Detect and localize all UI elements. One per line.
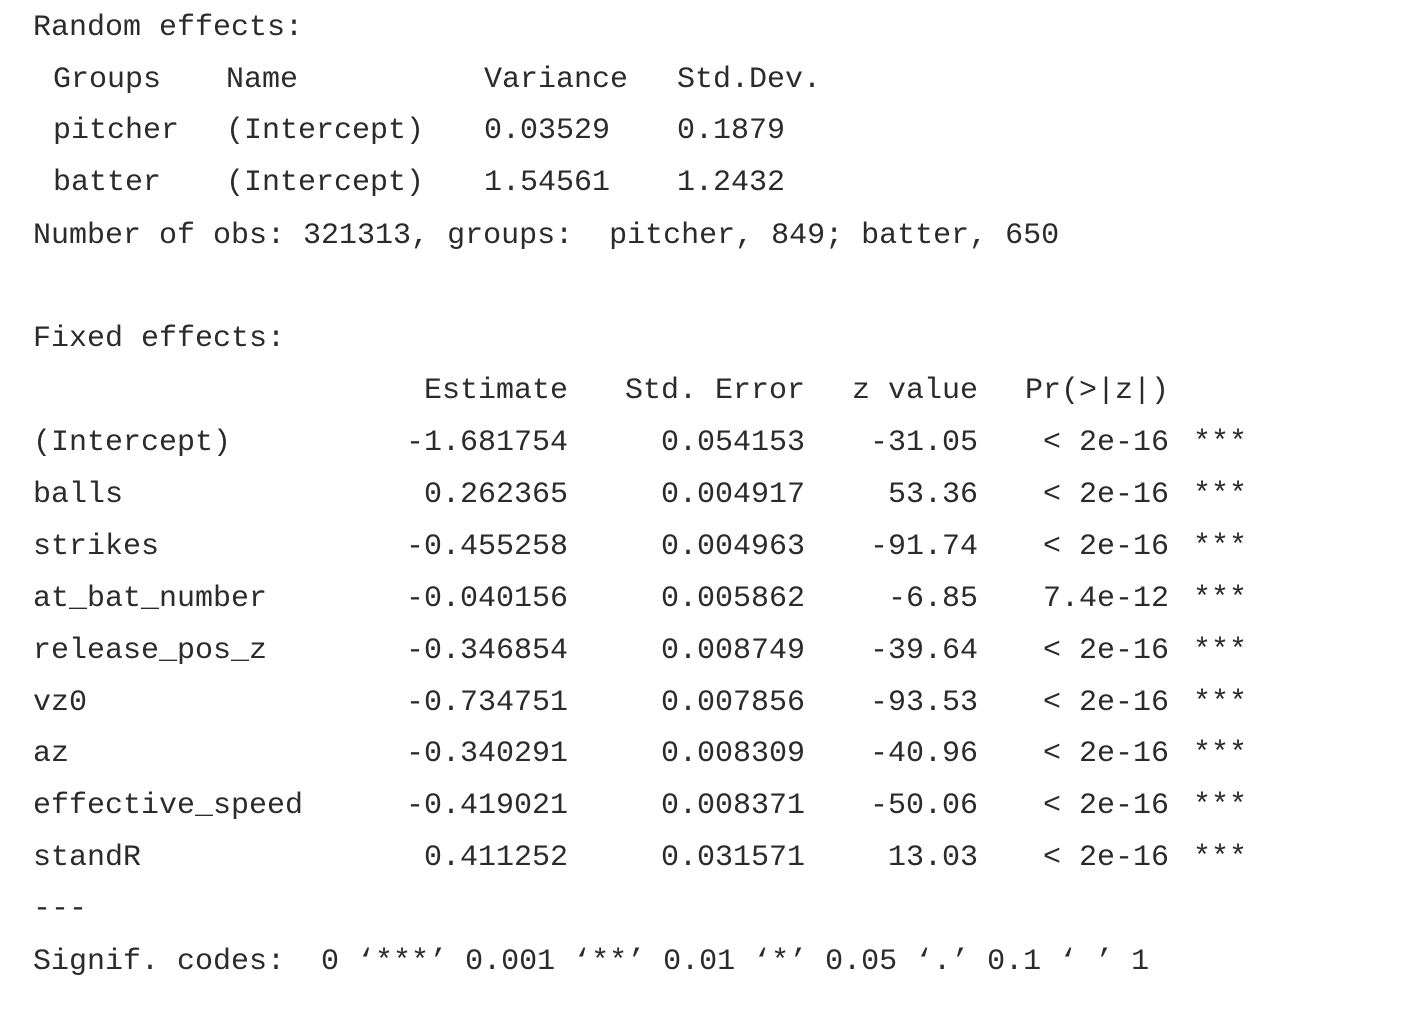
p-value-cell: < 2e-16	[1042, 685, 1169, 720]
signif-cell: ***	[1193, 581, 1248, 616]
estimate-cell: 0.262365	[423, 477, 568, 512]
std-dev-cell: 0.1879	[677, 114, 786, 148]
fixed-effects-row: standR 0.411252 0.031571 13.03 < 2e-16 ***	[33, 838, 1333, 878]
std-error-cell: 0.005862	[660, 581, 805, 616]
fixed-effects-row: (Intercept) -1.681754 0.054153 -31.05 < 2e-1…	[33, 423, 1333, 463]
col-std-error: Std. Error	[624, 374, 805, 408]
signif-cell: ***	[1193, 633, 1248, 668]
separator-line: ---	[33, 892, 88, 926]
fixed-effects-row: balls 0.262365 0.004917 53.36 < 2e-16 ***	[33, 475, 1333, 515]
estimate-cell: -0.040156	[405, 581, 568, 616]
estimate-cell: -0.346854	[405, 633, 568, 668]
variance-cell: 1.54561	[484, 166, 611, 200]
col-name: Name	[226, 63, 299, 97]
p-value-cell: < 2e-16	[1042, 841, 1169, 876]
p-value-cell: < 2e-16	[1042, 737, 1169, 772]
col-std-dev: Std.Dev.	[677, 63, 822, 97]
estimate-cell: -1.681754	[405, 426, 568, 460]
term-cell: at_bat_number	[33, 581, 268, 616]
p-value-cell: < 2e-16	[1042, 633, 1169, 668]
group-cell: pitcher	[53, 114, 180, 148]
std-error-cell: 0.007856	[660, 685, 805, 720]
term-cell: strikes	[33, 529, 160, 564]
fixed-effects-row: release_pos_z -0.346854 0.008749 -39.64 < 2e…	[33, 631, 1333, 671]
term-cell: effective_speed	[33, 789, 304, 824]
signif-cell: ***	[1193, 737, 1248, 772]
name-cell: (Intercept)	[226, 166, 425, 200]
p-value-cell: < 2e-16	[1042, 789, 1169, 824]
p-value-cell: 7.4e-12	[1042, 581, 1169, 616]
std-error-cell: 0.054153	[660, 426, 805, 460]
p-value-cell: < 2e-16	[1042, 426, 1169, 460]
signif-cell: ***	[1193, 426, 1248, 460]
term-cell: release_pos_z	[33, 633, 268, 668]
signif-cell: ***	[1193, 477, 1248, 512]
p-value-cell: < 2e-16	[1042, 477, 1169, 512]
std-error-cell: 0.008371	[660, 789, 805, 824]
signif-cell: ***	[1193, 789, 1248, 824]
std-error-cell: 0.004917	[660, 477, 805, 512]
std-dev-cell: 1.2432	[677, 166, 786, 200]
fixed-effects-heading: Fixed effects:	[33, 322, 286, 356]
signif-cell: ***	[1193, 685, 1248, 720]
estimate-cell: 0.411252	[423, 841, 568, 876]
col-z-value: z value	[851, 374, 978, 408]
term-cell: az	[33, 737, 70, 772]
col-variance: Variance	[484, 63, 629, 97]
console-output: Random effects: Groups Name Variance Std…	[33, 11, 1333, 979]
random-effects-row: pitcher (Intercept) 0.03529 0.1879	[33, 111, 1333, 151]
fixed-effects-header: Estimate Std. Error z value Pr(>|z|)	[33, 371, 1333, 411]
p-value-cell: < 2e-16	[1042, 529, 1169, 564]
z-value-cell: 53.36	[887, 477, 978, 512]
z-value-cell: -40.96	[869, 737, 978, 772]
z-value-cell: -31.05	[869, 426, 978, 460]
col-estimate: Estimate	[423, 374, 568, 408]
z-value-cell: -39.64	[869, 633, 978, 668]
z-value-cell: -93.53	[869, 685, 978, 720]
variance-cell: 0.03529	[484, 114, 611, 148]
z-value-cell: 13.03	[887, 841, 978, 876]
col-p-value: Pr(>|z|)	[1024, 374, 1169, 408]
estimate-cell: -0.340291	[405, 737, 568, 772]
signif-codes-line: Signif. codes: 0 ‘***’ 0.001 ‘**’ 0.01 ‘…	[33, 945, 1150, 979]
fixed-effects-row: strikes -0.455258 0.004963 -91.74 < 2e-16 ***	[33, 527, 1333, 567]
signif-cell: ***	[1193, 841, 1248, 876]
term-cell: standR	[33, 841, 142, 876]
std-error-cell: 0.004963	[660, 529, 805, 564]
term-cell: balls	[33, 477, 124, 512]
z-value-cell: -91.74	[869, 529, 978, 564]
fixed-effects-row: at_bat_number -0.040156 0.005862 -6.85 7.4e-…	[33, 579, 1333, 619]
estimate-cell: -0.734751	[405, 685, 568, 720]
random-effects-heading: Random effects:	[33, 11, 304, 45]
fixed-effects-row: vz0 -0.734751 0.007856 -93.53 < 2e-16 ***	[33, 683, 1333, 723]
group-cell: batter	[53, 166, 162, 200]
term-cell: vz0	[33, 685, 88, 720]
z-value-cell: -6.85	[887, 581, 978, 616]
std-error-cell: 0.031571	[660, 841, 805, 876]
std-error-cell: 0.008749	[660, 633, 805, 668]
observations-line: Number of obs: 321313, groups: pitcher, …	[33, 219, 1060, 253]
fixed-effects-row: az -0.340291 0.008309 -40.96 < 2e-16 ***	[33, 734, 1333, 774]
random-effects-row: batter (Intercept) 1.54561 1.2432	[33, 163, 1333, 203]
name-cell: (Intercept)	[226, 114, 425, 148]
fixed-effects-row: effective_speed -0.419021 0.008371 -50.06 < …	[33, 786, 1333, 826]
estimate-cell: -0.419021	[405, 789, 568, 824]
col-groups: Groups	[53, 63, 162, 97]
term-cell: (Intercept)	[33, 426, 232, 460]
signif-cell: ***	[1193, 529, 1248, 564]
z-value-cell: -50.06	[869, 789, 978, 824]
random-effects-header: Groups Name Variance Std.Dev.	[33, 60, 1333, 100]
estimate-cell: -0.455258	[405, 529, 568, 564]
std-error-cell: 0.008309	[660, 737, 805, 772]
